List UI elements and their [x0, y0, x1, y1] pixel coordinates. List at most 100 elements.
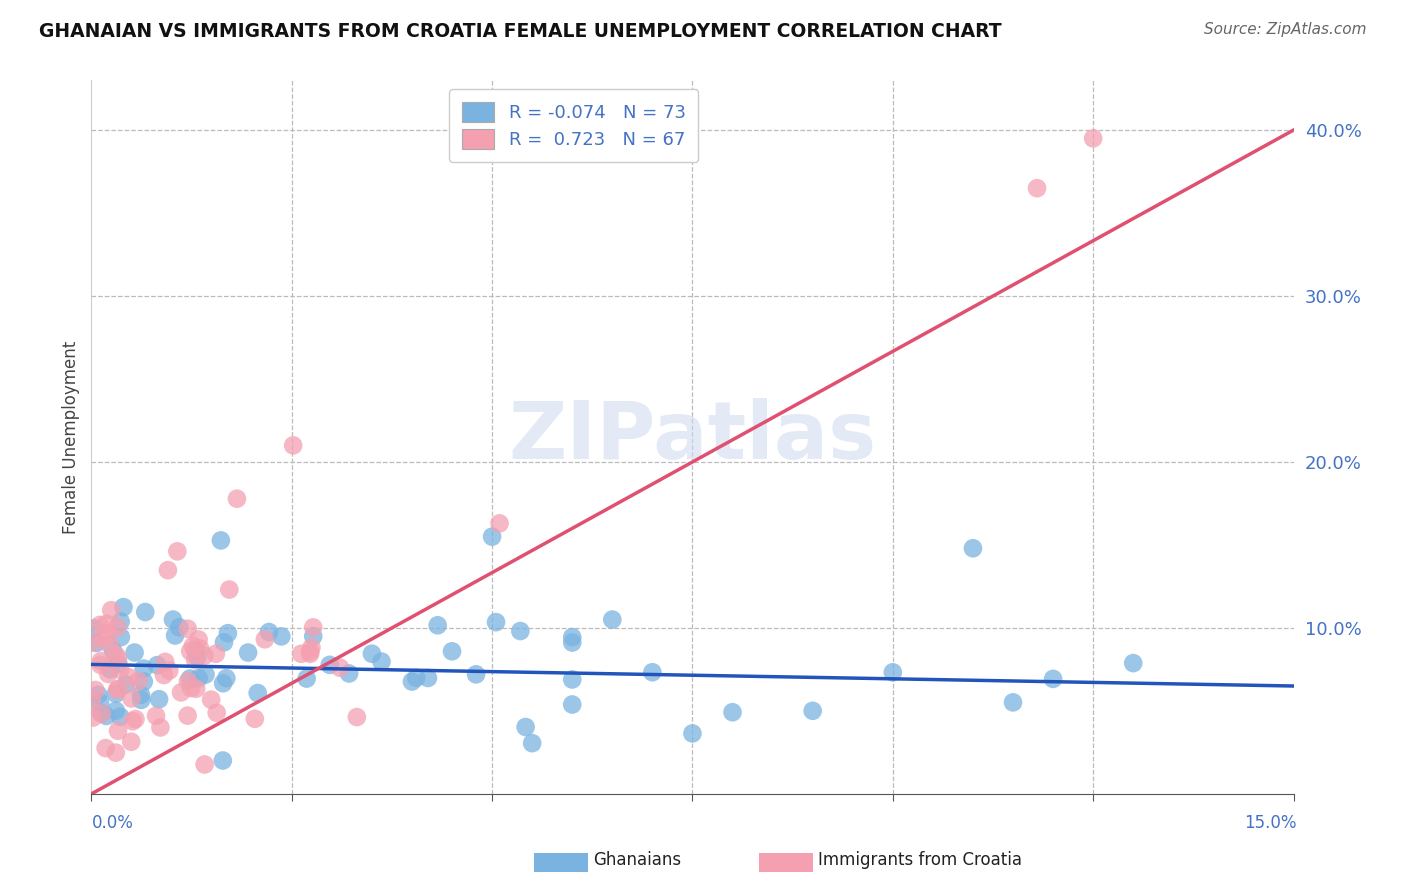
Point [302, 620, 325, 634]
Point [132, 662, 155, 676]
Point [295, 672, 318, 686]
Point [561, 635, 583, 649]
Point [257, 625, 280, 640]
Point [416, 671, 439, 685]
Point [104, 746, 127, 760]
Point [401, 674, 423, 689]
Point [84, 683, 107, 698]
Point [465, 667, 488, 681]
Point [107, 651, 129, 665]
Point [162, 613, 184, 627]
Point [488, 516, 510, 531]
Point [302, 629, 325, 643]
Point [89, 696, 111, 710]
Point [801, 704, 824, 718]
Point [107, 682, 129, 697]
Point [561, 630, 583, 644]
Point [641, 665, 664, 680]
Point [236, 646, 259, 660]
Point [1042, 672, 1064, 686]
Point [129, 693, 152, 707]
Point [184, 653, 207, 667]
Point [117, 670, 139, 684]
Point [243, 712, 266, 726]
Point [485, 615, 508, 629]
Point [105, 648, 128, 663]
Point [180, 681, 202, 695]
Point [121, 714, 143, 729]
Point [90, 654, 112, 668]
Point [481, 530, 503, 544]
Point [515, 720, 537, 734]
Point [83, 622, 105, 636]
Text: Immigrants from Croatia: Immigrants from Croatia [818, 851, 1022, 869]
Point [187, 671, 209, 685]
Point [94, 741, 117, 756]
Point [179, 644, 201, 658]
Point [86, 636, 108, 650]
Point [1001, 695, 1024, 709]
Point [96, 616, 118, 631]
Point [184, 681, 207, 696]
Point [134, 605, 156, 619]
Point [360, 647, 382, 661]
Point [110, 630, 132, 644]
Point [681, 726, 703, 740]
Point [108, 663, 131, 677]
Point [110, 615, 132, 629]
Legend: R = -0.074   N = 73, R =  0.723   N = 67: R = -0.074 N = 73, R = 0.723 N = 67 [449, 89, 699, 161]
Point [120, 735, 142, 749]
Point [212, 676, 235, 690]
Point [124, 712, 146, 726]
Point [329, 661, 352, 675]
Point [346, 710, 368, 724]
Point [181, 639, 204, 653]
Point [80, 693, 103, 707]
Point [90, 706, 112, 721]
Point [176, 708, 198, 723]
Point [337, 666, 360, 681]
Point [145, 709, 167, 723]
Point [98, 638, 121, 652]
Point [561, 698, 583, 712]
Point [184, 643, 207, 657]
Point [97, 626, 120, 640]
Point [319, 657, 342, 672]
Point [602, 613, 624, 627]
Point [166, 544, 188, 558]
Point [205, 706, 228, 720]
Point [112, 600, 135, 615]
Point [104, 704, 127, 718]
Point [149, 721, 172, 735]
Point [246, 686, 269, 700]
Point [98, 662, 121, 676]
Point [107, 620, 129, 634]
Point [1083, 131, 1105, 145]
Point [187, 632, 209, 647]
Point [124, 646, 146, 660]
Point [107, 682, 129, 697]
Point [96, 709, 118, 723]
Point [170, 685, 193, 699]
Text: Ghanaians: Ghanaians [593, 851, 682, 869]
Point [82, 710, 104, 724]
Text: 15.0%: 15.0% [1244, 814, 1296, 831]
Point [101, 643, 124, 657]
Point [104, 687, 127, 701]
Point [90, 706, 112, 720]
Point [301, 640, 323, 655]
Point [205, 647, 228, 661]
Point [146, 658, 169, 673]
Text: GHANAIAN VS IMMIGRANTS FROM CROATIA FEMALE UNEMPLOYMENT CORRELATION CHART: GHANAIAN VS IMMIGRANTS FROM CROATIA FEMA… [39, 22, 1002, 41]
Point [156, 563, 179, 577]
Point [226, 491, 249, 506]
Point [82, 635, 104, 649]
Point [165, 628, 187, 642]
Point [440, 644, 463, 658]
Point [299, 647, 322, 661]
Point [218, 582, 240, 597]
Point [299, 645, 322, 659]
Point [194, 667, 217, 681]
Text: 0.0%: 0.0% [91, 814, 134, 831]
Point [217, 626, 239, 640]
